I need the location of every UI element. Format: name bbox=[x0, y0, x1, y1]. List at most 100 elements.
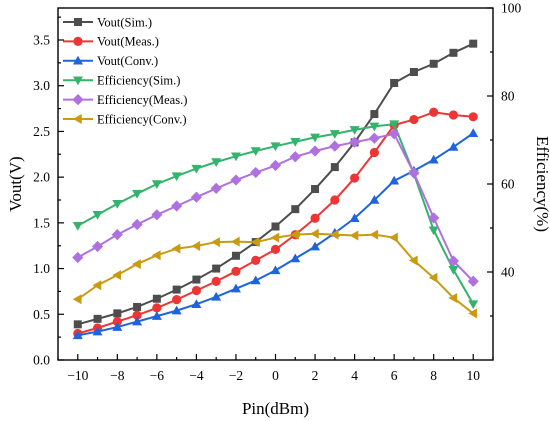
data-point bbox=[210, 182, 222, 194]
series-6 bbox=[72, 228, 477, 319]
data-point bbox=[72, 94, 84, 106]
data-point bbox=[310, 133, 321, 143]
data-point bbox=[349, 213, 360, 223]
data-point bbox=[211, 291, 222, 301]
y-tick-label: 1.5 bbox=[33, 215, 50, 230]
y-tick-label: 3.0 bbox=[33, 78, 50, 93]
data-point bbox=[447, 255, 460, 267]
data-point bbox=[428, 154, 439, 164]
data-point bbox=[112, 317, 122, 327]
data-point bbox=[428, 226, 439, 236]
y2-tick-label: 60 bbox=[501, 177, 515, 192]
data-point bbox=[369, 122, 380, 132]
data-point bbox=[310, 213, 320, 223]
data-point bbox=[370, 110, 379, 119]
y-tick-label: 0.5 bbox=[33, 307, 50, 322]
data-point bbox=[151, 180, 162, 189]
data-point bbox=[111, 229, 123, 241]
data-point bbox=[231, 266, 241, 276]
x-tick-label: 8 bbox=[430, 368, 437, 383]
data-point bbox=[310, 228, 319, 239]
data-point bbox=[311, 185, 320, 194]
data-point bbox=[171, 172, 182, 182]
legend-label: Efficiency(Conv.) bbox=[97, 112, 187, 126]
data-point bbox=[152, 294, 161, 303]
x-tick-label: −10 bbox=[67, 368, 88, 383]
data-point bbox=[191, 241, 201, 252]
data-point bbox=[113, 309, 122, 318]
data-point bbox=[467, 275, 479, 287]
series-2 bbox=[73, 107, 478, 339]
data-point bbox=[428, 212, 440, 224]
x-tick-label: 6 bbox=[391, 368, 398, 383]
data-point bbox=[409, 68, 418, 76]
data-point bbox=[132, 189, 143, 199]
data-point bbox=[74, 18, 82, 26]
data-point bbox=[93, 314, 102, 323]
data-point bbox=[133, 302, 142, 311]
data-point bbox=[250, 166, 262, 179]
axes: −10 −8 −6 −4 −2 0 2 4 6 8 10 0.0 0.5 1.0 1.5 2.0 2.5 3.0 3… bbox=[33, 1, 521, 384]
data-point bbox=[250, 275, 261, 285]
legend-label: Efficiency(Sim.) bbox=[97, 74, 180, 88]
x-tick-label: −6 bbox=[150, 368, 165, 383]
data-point bbox=[389, 120, 400, 130]
data-point bbox=[270, 265, 281, 275]
data-point bbox=[211, 237, 220, 248]
data-point bbox=[348, 136, 361, 148]
data-point bbox=[172, 285, 181, 294]
data-point bbox=[449, 48, 458, 57]
data-point bbox=[73, 55, 83, 65]
x-tick-label: 4 bbox=[351, 368, 358, 383]
x-tick-label: 10 bbox=[466, 368, 480, 383]
y-tick-label: 1.0 bbox=[33, 261, 50, 276]
data-point bbox=[409, 114, 419, 125]
legend-item: Vout(Conv.) bbox=[63, 54, 158, 68]
data-point bbox=[72, 330, 83, 340]
data-point bbox=[230, 174, 242, 186]
data-point bbox=[211, 276, 221, 286]
data-point bbox=[290, 253, 301, 263]
data-point bbox=[291, 205, 300, 214]
data-point bbox=[270, 142, 281, 152]
data-point bbox=[388, 128, 400, 140]
data-point bbox=[349, 173, 360, 183]
x-tick-label: −2 bbox=[229, 368, 243, 383]
data-point bbox=[171, 200, 183, 212]
data-point bbox=[429, 59, 438, 68]
data-point bbox=[310, 241, 321, 251]
series-layer bbox=[72, 39, 479, 340]
legend-item: Efficiency(Conv.) bbox=[63, 112, 187, 126]
data-point bbox=[92, 211, 103, 220]
data-point bbox=[369, 195, 380, 204]
data-point bbox=[290, 138, 301, 147]
data-point bbox=[212, 264, 221, 273]
y-tick-label: 3.5 bbox=[33, 33, 50, 48]
data-point bbox=[72, 222, 83, 231]
data-point bbox=[92, 326, 103, 336]
data-point bbox=[172, 295, 182, 305]
data-point bbox=[230, 152, 241, 162]
data-point bbox=[309, 145, 321, 157]
data-point bbox=[191, 285, 202, 296]
legend-label: Efficiency(Meas.) bbox=[97, 93, 187, 107]
series-5 bbox=[72, 128, 479, 287]
legend-label: Vout(Meas.) bbox=[97, 35, 159, 49]
x-tick-label: 0 bbox=[272, 368, 279, 383]
data-point bbox=[250, 237, 260, 248]
data-point bbox=[330, 195, 340, 205]
data-point bbox=[231, 251, 240, 260]
y2-tick-label: 40 bbox=[501, 265, 515, 280]
legend-item: Vout(Meas.) bbox=[63, 35, 159, 49]
data-point bbox=[389, 232, 398, 243]
data-point bbox=[468, 308, 477, 319]
y2-tick-label: 100 bbox=[501, 1, 522, 16]
data-point bbox=[329, 130, 340, 139]
data-point bbox=[73, 76, 83, 86]
data-point bbox=[349, 126, 360, 135]
data-point bbox=[448, 292, 458, 303]
data-point bbox=[132, 310, 142, 320]
data-point bbox=[269, 159, 282, 172]
data-point bbox=[468, 128, 479, 138]
data-point bbox=[349, 230, 359, 241]
